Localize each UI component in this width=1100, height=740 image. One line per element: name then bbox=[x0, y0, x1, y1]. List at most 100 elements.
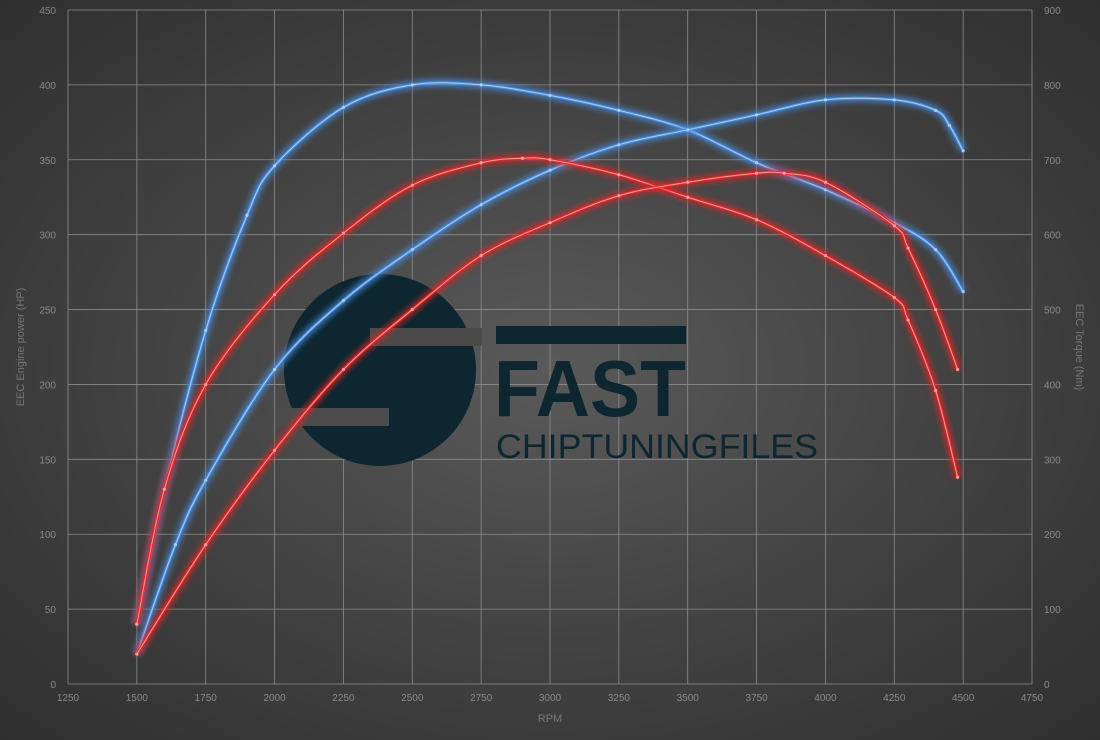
data-point bbox=[934, 388, 938, 393]
data-point bbox=[341, 298, 346, 303]
data-point bbox=[892, 224, 896, 228]
y-left-axis-label: EEC Engine power (HP) bbox=[15, 288, 27, 407]
data-point bbox=[272, 164, 277, 168]
data-point bbox=[892, 295, 896, 300]
data-point bbox=[823, 188, 828, 192]
data-point bbox=[934, 248, 938, 252]
grid bbox=[67, 9, 1033, 685]
logo-circle bbox=[284, 274, 476, 466]
y-left-tick-label: 100 bbox=[39, 530, 56, 541]
x-tick-label: 4000 bbox=[814, 693, 837, 704]
data-point bbox=[341, 367, 346, 372]
x-tick-label: 1250 bbox=[57, 693, 80, 704]
logo-text-chiptuningfiles: CHIPTUNINGFILES bbox=[496, 428, 818, 466]
data-point bbox=[961, 149, 965, 153]
data-point bbox=[410, 248, 414, 252]
data-point bbox=[754, 171, 759, 175]
logo-s-cut-top bbox=[370, 328, 482, 346]
data-point bbox=[479, 83, 483, 87]
y-right-tick-label: 600 bbox=[1044, 231, 1061, 242]
x-tick-label: 3750 bbox=[745, 693, 768, 704]
data-point bbox=[617, 194, 621, 198]
data-point bbox=[686, 128, 690, 132]
data-point bbox=[947, 123, 951, 127]
x-tick-label: 2250 bbox=[332, 693, 355, 704]
data-point bbox=[341, 105, 346, 109]
data-point bbox=[410, 307, 414, 312]
data-point bbox=[548, 93, 552, 97]
data-point bbox=[906, 246, 910, 250]
y-left-tick-label: 200 bbox=[39, 380, 56, 391]
data-point bbox=[410, 183, 414, 187]
series-blue-right bbox=[132, 78, 967, 626]
data-point bbox=[272, 367, 277, 372]
x-tick-label: 3250 bbox=[608, 693, 631, 704]
y-right-tick-label: 200 bbox=[1044, 530, 1061, 541]
y-left-tick-label: 0 bbox=[50, 680, 56, 691]
y-right-tick-label: 500 bbox=[1044, 306, 1061, 317]
y-left-tick-label: 50 bbox=[45, 605, 57, 616]
data-point bbox=[204, 478, 208, 482]
data-point bbox=[782, 171, 786, 175]
y-left-tick-label: 450 bbox=[39, 6, 56, 17]
data-point bbox=[410, 83, 414, 87]
data-point bbox=[934, 108, 938, 112]
data-point bbox=[617, 173, 621, 177]
x-tick-label: 4500 bbox=[952, 693, 975, 704]
y-left-tick-label: 400 bbox=[39, 81, 56, 92]
data-point bbox=[617, 143, 621, 147]
x-tick-label: 3000 bbox=[539, 693, 562, 704]
data-point bbox=[204, 328, 208, 333]
y-left-tick-label: 300 bbox=[39, 231, 56, 242]
x-axis-label: RPM bbox=[538, 713, 562, 725]
x-tick-label: 4250 bbox=[883, 693, 906, 704]
data-point bbox=[162, 487, 166, 491]
series-core bbox=[136, 157, 959, 625]
data-point bbox=[479, 203, 483, 207]
data-point bbox=[823, 98, 828, 102]
data-point bbox=[686, 195, 690, 199]
x-tick-label: 1500 bbox=[126, 693, 149, 704]
data-point bbox=[754, 218, 759, 222]
data-point bbox=[341, 231, 346, 235]
data-point bbox=[135, 652, 139, 656]
logo-bar bbox=[496, 326, 686, 344]
logo: FAST CHIPTUNINGFILES bbox=[276, 274, 818, 466]
data-point bbox=[479, 254, 483, 258]
data-point bbox=[272, 448, 277, 452]
series-blue-left bbox=[133, 94, 967, 656]
series-red-right bbox=[132, 153, 962, 626]
data-point bbox=[934, 307, 938, 312]
y-right-tick-label: 700 bbox=[1044, 156, 1061, 167]
data-point bbox=[245, 213, 249, 217]
data-point bbox=[956, 475, 960, 479]
data-point bbox=[754, 161, 759, 165]
y-right-tick-label: 400 bbox=[1044, 380, 1061, 391]
data-point bbox=[906, 318, 910, 322]
data-point bbox=[173, 543, 178, 547]
y-left-tick-label: 350 bbox=[39, 156, 56, 167]
x-tick-label: 2500 bbox=[401, 693, 424, 704]
y-left-tick-label: 150 bbox=[39, 455, 56, 466]
data-point bbox=[823, 180, 828, 184]
x-tick-label: 4750 bbox=[1021, 693, 1044, 704]
data-point bbox=[272, 292, 277, 297]
y-right-axis-label: EEC Torque (Nm) bbox=[1073, 304, 1085, 391]
tick-labels: 1250 1500 1750 2000 2250 2500 2750 3000 3250 3500… bbox=[39, 6, 1061, 704]
data-point bbox=[617, 108, 621, 112]
data-point bbox=[961, 289, 965, 294]
data-point bbox=[892, 98, 896, 102]
data-point bbox=[548, 168, 552, 172]
series-red-left bbox=[133, 168, 962, 657]
y-right-tick-label: 900 bbox=[1044, 6, 1061, 17]
y-right-tick-label: 300 bbox=[1044, 455, 1061, 466]
data-point bbox=[754, 113, 759, 117]
data-point bbox=[686, 180, 690, 184]
data-point bbox=[204, 382, 208, 387]
data-point bbox=[520, 156, 525, 160]
data-point bbox=[479, 161, 483, 165]
logo-text-fast: FAST bbox=[494, 344, 686, 433]
data-point bbox=[135, 622, 139, 626]
data-point bbox=[956, 367, 960, 372]
